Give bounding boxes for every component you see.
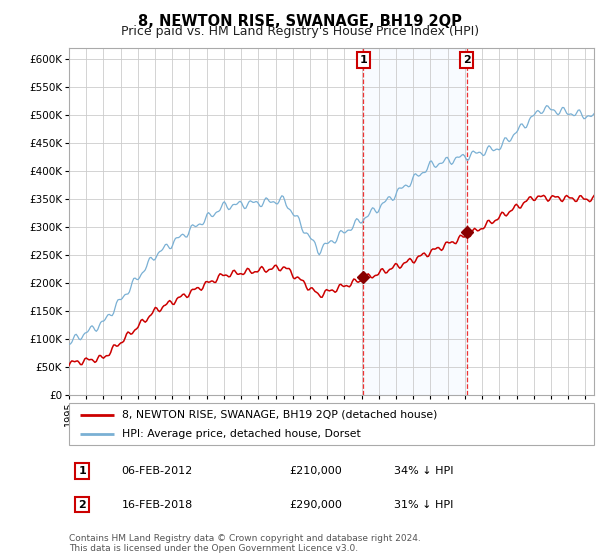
Text: HPI: Average price, detached house, Dorset: HPI: Average price, detached house, Dors… — [121, 429, 360, 439]
Text: 1: 1 — [359, 55, 367, 65]
Text: Contains HM Land Registry data © Crown copyright and database right 2024.
This d: Contains HM Land Registry data © Crown c… — [69, 534, 421, 553]
Text: £210,000: £210,000 — [290, 466, 342, 476]
Text: 8, NEWTON RISE, SWANAGE, BH19 2QP: 8, NEWTON RISE, SWANAGE, BH19 2QP — [138, 14, 462, 29]
Text: 31% ↓ HPI: 31% ↓ HPI — [395, 500, 454, 510]
Bar — [364, 48, 467, 395]
Text: 06-FEB-2012: 06-FEB-2012 — [121, 466, 193, 476]
Text: 8, NEWTON RISE, SWANAGE, BH19 2QP (detached house): 8, NEWTON RISE, SWANAGE, BH19 2QP (detac… — [121, 409, 437, 419]
FancyBboxPatch shape — [69, 403, 594, 445]
Text: 34% ↓ HPI: 34% ↓ HPI — [395, 466, 454, 476]
Text: 2: 2 — [78, 500, 86, 510]
Text: £290,000: £290,000 — [290, 500, 343, 510]
Text: Price paid vs. HM Land Registry's House Price Index (HPI): Price paid vs. HM Land Registry's House … — [121, 25, 479, 38]
Text: 2: 2 — [463, 55, 470, 65]
Text: 16-FEB-2018: 16-FEB-2018 — [121, 500, 193, 510]
Text: 1: 1 — [78, 466, 86, 476]
